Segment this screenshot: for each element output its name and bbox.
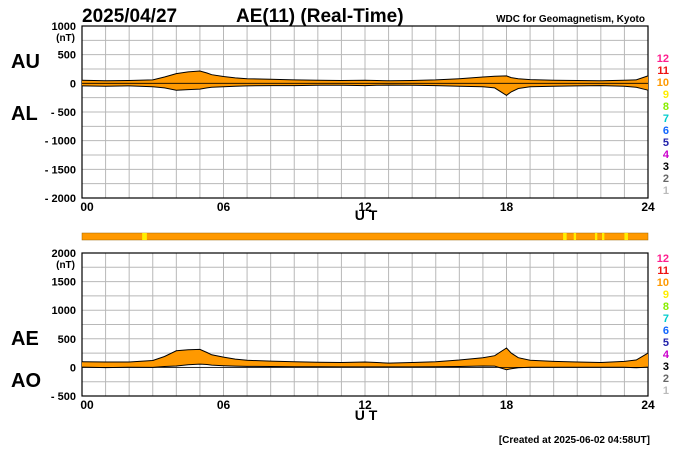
legend-item-7: 7 <box>663 313 669 325</box>
legend-item-5: 5 <box>663 137 669 149</box>
series-name-label: AL <box>11 103 38 125</box>
unit-label: (nT) <box>56 33 75 44</box>
y-tick-label: - 500 <box>51 107 76 119</box>
x-tick-label: 18 <box>500 200 514 214</box>
station-bar-fill <box>81 232 649 241</box>
legend-item-10: 10 <box>657 277 669 289</box>
y-tick-label: - 500 <box>51 391 76 403</box>
y-tick-label: 0 <box>70 362 76 374</box>
band-fill <box>82 348 648 370</box>
x-tick-label: 06 <box>217 398 231 412</box>
y-tick-label: 500 <box>58 50 76 62</box>
series-name-label: AO <box>11 370 41 392</box>
x-axis-label: U T <box>355 407 378 423</box>
legend-item-3: 3 <box>663 361 669 373</box>
legend-item-4: 4 <box>663 349 670 361</box>
y-tick-label: 500 <box>58 334 76 346</box>
y-tick-label: - 2000 <box>45 193 76 205</box>
x-tick-label: 24 <box>641 200 655 214</box>
station-bar-highlight <box>602 233 605 240</box>
x-tick-label: 12 <box>358 200 372 214</box>
station-bar-highlight <box>142 233 147 240</box>
chart-title: AE(11) (Real-Time) <box>236 6 404 27</box>
station-bar-highlight <box>594 233 598 240</box>
x-tick-label: 00 <box>80 200 94 214</box>
legend-item-4: 4 <box>663 149 670 161</box>
series-name-label: AE <box>11 328 39 350</box>
y-tick-label: 1000 <box>52 305 76 317</box>
ae-ao-panel: 2000 1500 1000 500 0 - 500 (nT) 00 06 12 18 24 U T AE… <box>11 248 655 423</box>
legend-item-6: 6 <box>663 325 669 337</box>
lower-series-line <box>81 84 649 97</box>
x-axis-label: U T <box>355 207 378 223</box>
upper-series-line <box>81 347 649 364</box>
x-tick-label: 00 <box>80 398 94 412</box>
legend-item-9: 9 <box>663 289 669 301</box>
legend-item-3: 3 <box>663 161 669 173</box>
legend-item-2: 2 <box>663 173 669 185</box>
legend-item-1: 1 <box>663 185 669 197</box>
y-tick-label: - 1000 <box>45 136 76 148</box>
y-tick-label: - 1500 <box>45 164 76 176</box>
legend-item-1: 1 <box>663 385 669 397</box>
legend-item-2: 2 <box>663 373 669 385</box>
upper-series-line <box>81 70 649 82</box>
legend-item-5: 5 <box>663 337 669 349</box>
y-tick-label: 2000 <box>52 248 76 260</box>
unit-label: (nT) <box>56 260 75 271</box>
legend-item-11: 11 <box>657 265 669 277</box>
station-count-bar <box>81 232 649 241</box>
y-tick-label: 1500 <box>52 277 76 289</box>
legend-item-6: 6 <box>663 125 669 137</box>
legend-item-8: 8 <box>663 101 669 113</box>
x-tick-label: 12 <box>358 398 372 412</box>
legend-item-12: 12 <box>657 253 669 265</box>
y-tick-label: 1000 <box>52 21 76 33</box>
legend-item-7: 7 <box>663 113 669 125</box>
plot-frame <box>81 25 649 199</box>
station-bar-highlight <box>563 233 567 240</box>
plot-frame <box>81 252 649 397</box>
au-al-panel: 1000 500 0 - 500 - 1000 - 1500 - 2000 (nT) 00 06 1… <box>11 21 655 223</box>
legend-item-12: 12 <box>657 53 669 65</box>
legend-item-11: 11 <box>657 65 669 77</box>
x-tick-label: 06 <box>217 200 231 214</box>
y-tick-label: 0 <box>70 78 76 90</box>
x-tick-label: 24 <box>641 398 655 412</box>
legend-item-9: 9 <box>663 89 669 101</box>
legend-item-10: 10 <box>657 77 669 89</box>
created-timestamp: [Created at 2025-06-02 04:58UT] <box>499 435 650 446</box>
x-tick-label: 18 <box>500 398 514 412</box>
station-bar-highlight <box>624 233 628 240</box>
source-label: WDC for Geomagnetism, Kyoto <box>496 14 645 25</box>
legend-item-8: 8 <box>663 301 669 313</box>
series-name-label: AU <box>11 51 40 73</box>
date-title: 2025/04/27 <box>82 6 177 27</box>
station-bar-highlight <box>573 233 577 240</box>
